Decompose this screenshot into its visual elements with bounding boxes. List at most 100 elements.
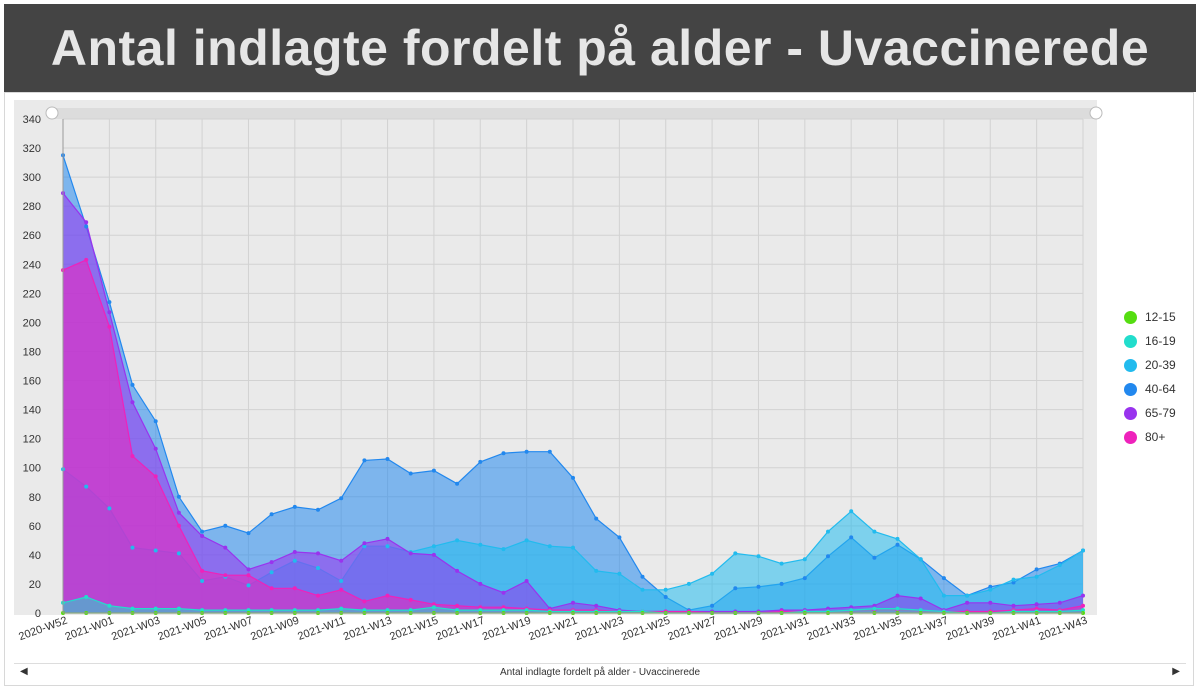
point-20-39 [640, 587, 645, 592]
point-65-79 [292, 550, 297, 554]
point-65-79 [200, 534, 205, 538]
y-tick-label: 280 [23, 201, 41, 213]
point-65-79 [988, 600, 993, 605]
point-80+ [200, 568, 205, 573]
point-40-64 [339, 496, 344, 501]
x-tick-label: 2020-W52 [17, 615, 69, 644]
point-40-64 [223, 523, 228, 528]
point-65-79 [455, 568, 460, 573]
y-tick-label: 180 [23, 346, 41, 358]
x-tick-label: 2021-W21 [527, 615, 579, 644]
point-20-39 [756, 554, 761, 559]
point-65-79 [362, 541, 367, 546]
legend-item-12-15[interactable]: 12-15 [1124, 305, 1176, 329]
point-16-19 [524, 608, 529, 613]
y-tick-label: 140 [23, 405, 41, 417]
range-handle-left[interactable] [45, 106, 59, 120]
x-tick-label: 2021-W31 [759, 615, 811, 644]
point-65-79 [107, 310, 112, 315]
point-20-39 [524, 538, 529, 543]
point-20-39 [1034, 574, 1039, 579]
point-65-79 [1034, 602, 1039, 607]
point-65-79 [385, 536, 390, 541]
point-20-39 [431, 544, 436, 549]
point-80+ [408, 597, 413, 602]
x-tick-label: 2021-W43 [1037, 615, 1089, 644]
legend-swatch-icon [1124, 382, 1137, 396]
point-16-19 [1081, 608, 1085, 613]
x-tick-label: 2021-W25 [620, 615, 672, 644]
bottom-scrollbar[interactable]: ◀ Antal indlagte fordelt på alder - Uvac… [14, 663, 1186, 682]
point-16-19 [292, 608, 297, 613]
legend-swatch-icon [1124, 358, 1137, 372]
range-handle-right[interactable] [1089, 106, 1103, 120]
legend-item-40-64[interactable]: 40-64 [1124, 377, 1176, 401]
point-40-64 [200, 529, 205, 534]
point-20-39 [107, 506, 112, 511]
point-20-39 [802, 557, 807, 562]
point-16-19 [246, 608, 251, 613]
point-40-64 [455, 481, 460, 486]
point-40-64 [153, 419, 158, 424]
point-16-19 [849, 608, 854, 613]
point-40-64 [431, 468, 436, 473]
legend-item-20-39[interactable]: 20-39 [1124, 353, 1176, 377]
point-40-64 [176, 494, 181, 499]
point-40-64 [408, 471, 413, 476]
point-40-64 [571, 475, 575, 480]
point-40-64 [547, 449, 552, 454]
x-tick-label: 2021-W35 [852, 615, 904, 644]
point-20-39 [1057, 563, 1062, 568]
point-20-39 [733, 551, 738, 556]
point-80+ [362, 599, 367, 604]
scroll-left-arrow-icon[interactable]: ◀ [20, 666, 28, 677]
x-tick-label: 2021-W33 [805, 615, 857, 644]
point-20-39 [316, 566, 320, 570]
point-16-19 [431, 605, 436, 610]
point-20-39 [1011, 577, 1016, 582]
range-slider-track[interactable] [52, 108, 1096, 119]
point-80+ [84, 257, 89, 262]
point-16-19 [269, 608, 274, 613]
point-40-64 [872, 555, 877, 560]
point-80+ [292, 586, 297, 591]
point-80+ [130, 454, 135, 459]
point-20-39 [965, 593, 970, 598]
point-65-79 [1011, 603, 1016, 608]
point-20-39 [1081, 548, 1085, 553]
point-20-39 [895, 536, 900, 541]
point-20-39 [478, 542, 483, 547]
point-80+ [153, 474, 158, 479]
page-title: Antal indlagte fordelt på alder - Uvacci… [50, 20, 1150, 76]
point-20-39 [547, 544, 552, 549]
point-20-39 [918, 557, 923, 562]
legend-label: 20-39 [1145, 358, 1176, 372]
legend-item-16-19[interactable]: 16-19 [1124, 329, 1176, 353]
y-tick-label: 20 [29, 579, 41, 591]
legend-label: 40-64 [1145, 382, 1176, 396]
y-tick-label: 60 [29, 521, 41, 533]
legend-item-65-79[interactable]: 65-79 [1124, 401, 1176, 425]
legend-item-80+[interactable]: 80+ [1124, 425, 1176, 449]
point-40-64 [826, 554, 830, 559]
point-40-64 [292, 504, 297, 509]
point-20-39 [130, 545, 135, 550]
scroll-right-arrow-icon[interactable]: ▶ [1172, 666, 1180, 677]
point-80+ [223, 573, 228, 578]
point-65-79 [1081, 593, 1085, 598]
point-20-39 [339, 579, 344, 583]
title-banner: Antal indlagte fordelt på alder - Uvacci… [4, 4, 1196, 92]
x-tick-label: 2021-W39 [944, 615, 996, 644]
point-80+ [501, 605, 506, 610]
point-80+ [478, 605, 483, 610]
x-tick-label: 2021-W09 [249, 615, 301, 644]
point-80+ [176, 523, 181, 528]
x-tick-label: 2021-W05 [156, 615, 208, 644]
point-40-64 [524, 449, 529, 454]
point-20-39 [246, 583, 251, 588]
point-65-79 [965, 600, 970, 605]
point-20-39 [153, 548, 158, 553]
point-65-79 [478, 581, 483, 586]
point-65-79 [408, 551, 413, 556]
